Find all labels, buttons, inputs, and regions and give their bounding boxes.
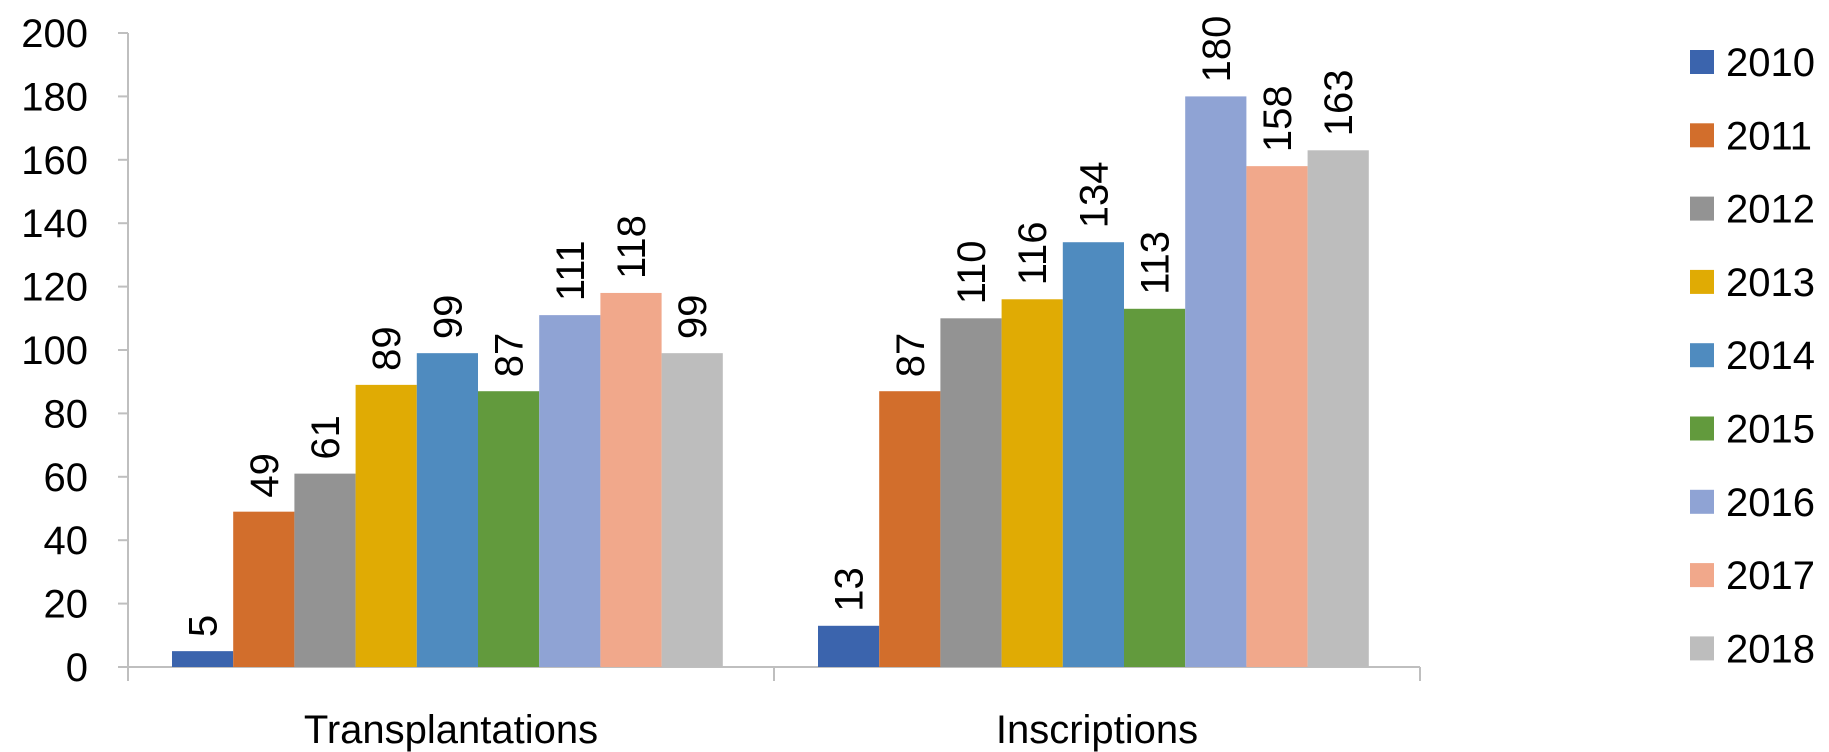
bar-2012-transplantations (294, 473, 356, 667)
x-tick-label: Inscriptions (996, 708, 1198, 752)
data-label: 87 (889, 333, 933, 378)
bar-2014-transplantations (416, 353, 478, 667)
bar-2016-transplantations (539, 315, 601, 667)
legend-item: 2012 (1690, 188, 1815, 232)
legend-label: 2015 (1726, 408, 1815, 452)
x-axis: Transplantations Inscriptions (127, 666, 1421, 752)
legend-swatch (1690, 50, 1714, 74)
y-tick-label: 100 (21, 329, 88, 373)
legend-label: 2010 (1726, 41, 1815, 85)
y-tick-label: 120 (21, 266, 88, 310)
legend-item: 2017 (1690, 554, 1815, 598)
y-tick-label: 0 (66, 646, 88, 690)
y-tick-label: 160 (21, 139, 88, 183)
legend-swatch (1690, 636, 1714, 661)
legend-label: 2013 (1726, 261, 1815, 305)
bar-2017-inscriptions (1246, 166, 1308, 667)
legend-item: 2013 (1690, 261, 1815, 305)
data-label: 49 (243, 453, 287, 498)
legend-swatch (1690, 416, 1714, 441)
data-label: 116 (1011, 221, 1055, 285)
bar-2016-inscriptions (1185, 96, 1247, 667)
y-tick-label: 180 (21, 75, 88, 119)
legend-swatch (1690, 343, 1714, 368)
bar-2018-inscriptions (1307, 150, 1369, 668)
data-label: 89 (365, 326, 409, 371)
y-tick-label: 60 (44, 456, 89, 500)
x-tick-label: Transplantations (304, 708, 598, 752)
data-label: 61 (304, 415, 348, 460)
legend-item: 2014 (1690, 334, 1815, 378)
data-label: 5 (182, 615, 226, 637)
y-tick-label: 20 (44, 583, 89, 627)
legend-swatch (1690, 123, 1714, 148)
y-tick-label: 140 (21, 202, 88, 246)
data-label: 134 (1072, 161, 1116, 228)
bar-2013-inscriptions (1001, 299, 1063, 667)
legend-item: 2016 (1690, 481, 1815, 525)
legend-label: 2018 (1726, 627, 1815, 671)
legend-swatch (1690, 196, 1714, 221)
bar-2015-inscriptions (1124, 308, 1186, 667)
bar-2011-transplantations (233, 511, 295, 667)
bars (172, 96, 1369, 668)
data-label: 113 (1134, 231, 1178, 295)
data-label: 110 (950, 241, 994, 305)
data-label: 180 (1195, 16, 1239, 83)
bar-2013-transplantations (355, 384, 417, 667)
legend-swatch (1690, 489, 1714, 514)
data-label: 163 (1317, 70, 1361, 137)
data-label: 99 (671, 295, 715, 340)
y-tick-label: 80 (44, 392, 89, 436)
bar-2011-inscriptions (879, 391, 941, 667)
bar-2017-transplantations (600, 292, 662, 667)
legend-item: 2015 (1690, 408, 1815, 452)
legend-item: 2018 (1690, 627, 1815, 671)
bar-2018-transplantations (661, 353, 723, 667)
data-label: 118 (610, 215, 654, 279)
legend-swatch (1690, 563, 1714, 588)
data-label: 13 (828, 567, 872, 612)
y-tick-label: 200 (21, 12, 88, 56)
data-labels: 5 49 61 89 99 87 111 118 99 13 87 110 116 134 113 180 15… (182, 16, 1362, 638)
bar-2015-transplantations (478, 391, 540, 667)
y-axis: 0 20 40 60 80 100 120 140 160 180 200 (21, 12, 129, 690)
legend-label: 2017 (1726, 554, 1815, 598)
legend-swatch (1690, 269, 1714, 294)
data-label: 99 (426, 295, 470, 340)
legend-item: 2011 (1690, 114, 1812, 158)
data-label: 111 (549, 240, 593, 301)
bar-2010-inscriptions (818, 625, 880, 667)
data-label: 158 (1256, 85, 1300, 152)
bar-2012-inscriptions (940, 318, 1002, 667)
legend: 2010 2011 2012 2013 2014 2015 2016 2017 2018 (1690, 41, 1815, 671)
legend-label: 2011 (1726, 114, 1812, 158)
y-tick-label: 40 (44, 519, 89, 563)
data-label: 87 (488, 333, 532, 378)
legend-label: 2014 (1726, 334, 1815, 378)
legend-label: 2016 (1726, 481, 1815, 525)
bar-2014-inscriptions (1062, 242, 1124, 667)
legend-label: 2012 (1726, 188, 1815, 232)
bar-2010-transplantations (172, 651, 234, 667)
legend-item: 2010 (1690, 41, 1815, 85)
